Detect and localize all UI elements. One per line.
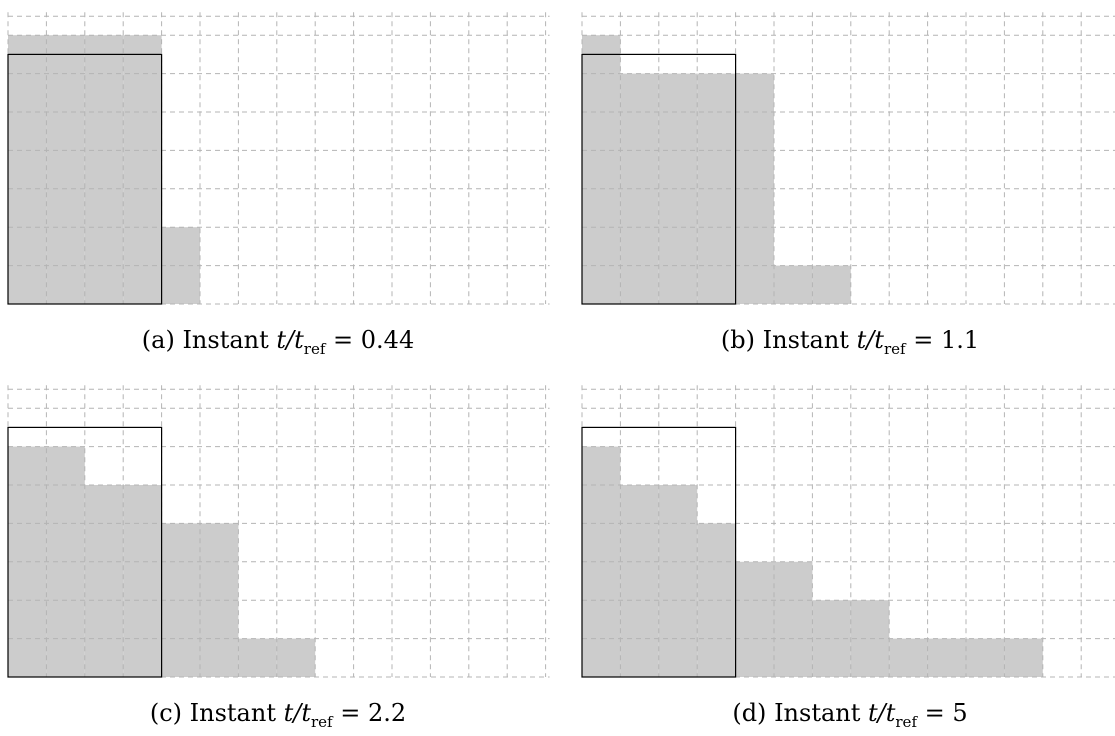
- fluid-column: [582, 35, 621, 304]
- fluid-column: [774, 561, 813, 677]
- caption-variable: t/t: [868, 699, 896, 727]
- caption-value: = 5: [924, 699, 968, 727]
- fluid-column: [774, 265, 813, 304]
- caption-subscript: ref: [895, 712, 917, 731]
- fluid-column: [620, 485, 659, 677]
- fluid-column: [84, 35, 124, 304]
- initial-block-outline: [7, 53, 163, 305]
- caption-tag: (d): [732, 699, 767, 727]
- initial-block-outline: [581, 426, 737, 678]
- fluid-column: [658, 485, 698, 677]
- caption-variable: t/t: [283, 699, 311, 727]
- fluid-column: [238, 638, 277, 677]
- caption-tag: (c): [149, 699, 183, 727]
- caption-value: = 2.2: [340, 699, 407, 727]
- caption-subscript: ref: [310, 712, 333, 731]
- caption-subscript: ref: [883, 339, 906, 358]
- fluid-column: [84, 485, 124, 677]
- fluid-column: [1004, 638, 1043, 677]
- fluid-column: [927, 638, 966, 677]
- caption-variable: t/t: [856, 326, 884, 354]
- fluid-column: [735, 561, 774, 677]
- caption-value: = 0.44: [333, 326, 415, 354]
- fluid-column: [966, 638, 1005, 677]
- fluid-column: [276, 638, 316, 677]
- caption-prefix: Instant: [182, 326, 269, 354]
- fluid-column: [46, 35, 85, 304]
- caption-a: (a) Instant t/tref = 0.44: [78, 326, 478, 358]
- caption-prefix: Instant: [762, 326, 849, 354]
- fluid-column: [123, 35, 162, 304]
- panel-d: [581, 385, 1115, 678]
- caption-variable: t/t: [276, 326, 304, 354]
- fluid-column: [889, 638, 928, 677]
- caption-subscript: ref: [303, 339, 326, 358]
- caption-prefix: Instant: [774, 699, 861, 727]
- fluid-column: [123, 485, 162, 677]
- caption-d: (d) Instant t/tref = 5: [650, 699, 1050, 731]
- caption-tag: (a): [141, 326, 175, 354]
- panel-b: [581, 12, 1115, 305]
- caption-prefix: Instant: [189, 699, 276, 727]
- caption-c: (c) Instant t/tref = 2.2: [78, 699, 478, 731]
- fluid-column: [812, 265, 851, 304]
- fluid-column: [8, 35, 47, 304]
- panel-a: [7, 12, 550, 305]
- caption-value: = 1.1: [913, 326, 980, 354]
- caption-tag: (b): [720, 326, 755, 354]
- initial-block-outline: [7, 426, 163, 678]
- initial-block-outline: [581, 53, 737, 305]
- panel-c: [7, 385, 550, 678]
- caption-b: (b) Instant t/tref = 1.1: [650, 326, 1050, 358]
